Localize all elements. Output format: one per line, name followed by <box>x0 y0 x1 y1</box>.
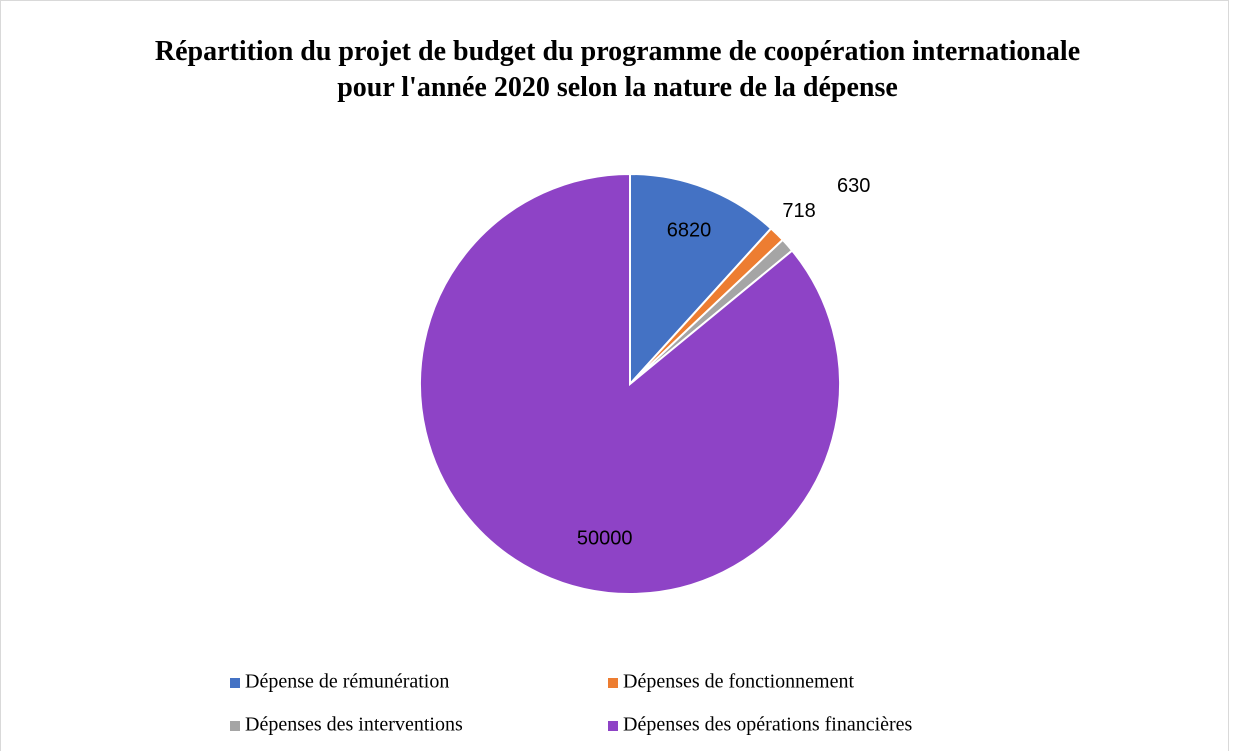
data-label: 6820 <box>667 219 712 241</box>
pie-slice <box>629 172 773 387</box>
legend-swatch <box>230 721 240 731</box>
data-label: 630 <box>837 175 870 197</box>
legend-label: Dépenses des opérations financières <box>623 714 913 736</box>
legend-swatch <box>230 678 240 688</box>
legend-label: Dépenses de fonctionnement <box>623 671 854 693</box>
legend-label: Dépense de rémunération <box>245 671 449 693</box>
legend-label: Dépenses des interventions <box>245 714 463 736</box>
pie-slice <box>419 172 841 595</box>
legend-swatch <box>608 721 618 731</box>
chart-title: Répartition du projet de budget du progr… <box>154 36 1081 103</box>
data-label: 50000 <box>577 528 633 550</box>
data-label: 718 <box>782 200 815 222</box>
legend-swatch <box>608 678 618 688</box>
